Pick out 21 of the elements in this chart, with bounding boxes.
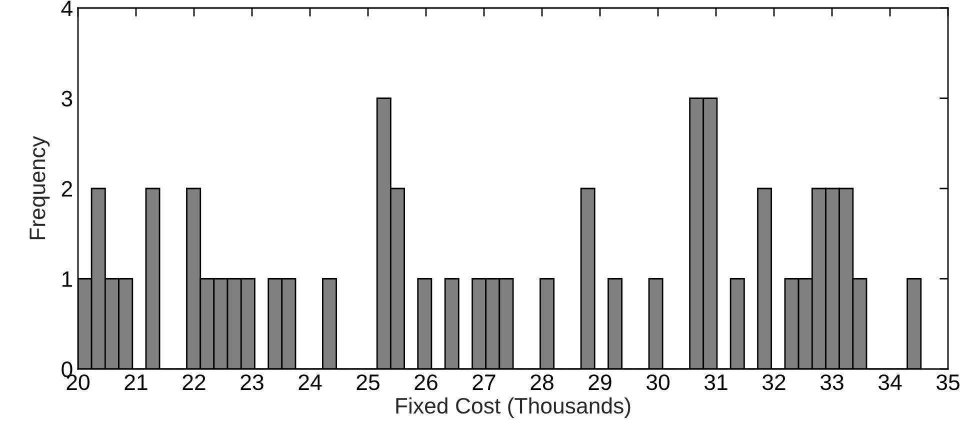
x-tick-label: 35 bbox=[936, 374, 960, 390]
x-tick-label: 29 bbox=[588, 374, 612, 390]
x-tick-label: 34 bbox=[878, 374, 902, 390]
x-tick-label: 21 bbox=[124, 374, 148, 390]
y-tick-label: 2 bbox=[62, 181, 72, 197]
x-tick-label: 24 bbox=[298, 374, 322, 390]
y-tick-label: 4 bbox=[61, 0, 72, 16]
x-tick-label: 27 bbox=[472, 374, 496, 390]
y-tick-label: 3 bbox=[62, 90, 72, 107]
x-tick-label: 22 bbox=[182, 374, 206, 390]
x-axis-title: Fixed Cost (Thousands) bbox=[396, 397, 630, 418]
x-tick-label: 28 bbox=[530, 374, 554, 390]
x-tick-label: 23 bbox=[240, 374, 264, 390]
x-tick-label: 31 bbox=[704, 374, 728, 390]
x-tick-label: 32 bbox=[762, 374, 786, 390]
x-tick-label: 30 bbox=[646, 374, 670, 390]
x-tick-label: 33 bbox=[820, 374, 844, 390]
y-tick-label: 1 bbox=[62, 272, 72, 287]
x-tick-label: 26 bbox=[414, 374, 438, 390]
x-tick-label: 25 bbox=[356, 374, 380, 390]
y-axis-title: Frequency bbox=[30, 136, 50, 240]
